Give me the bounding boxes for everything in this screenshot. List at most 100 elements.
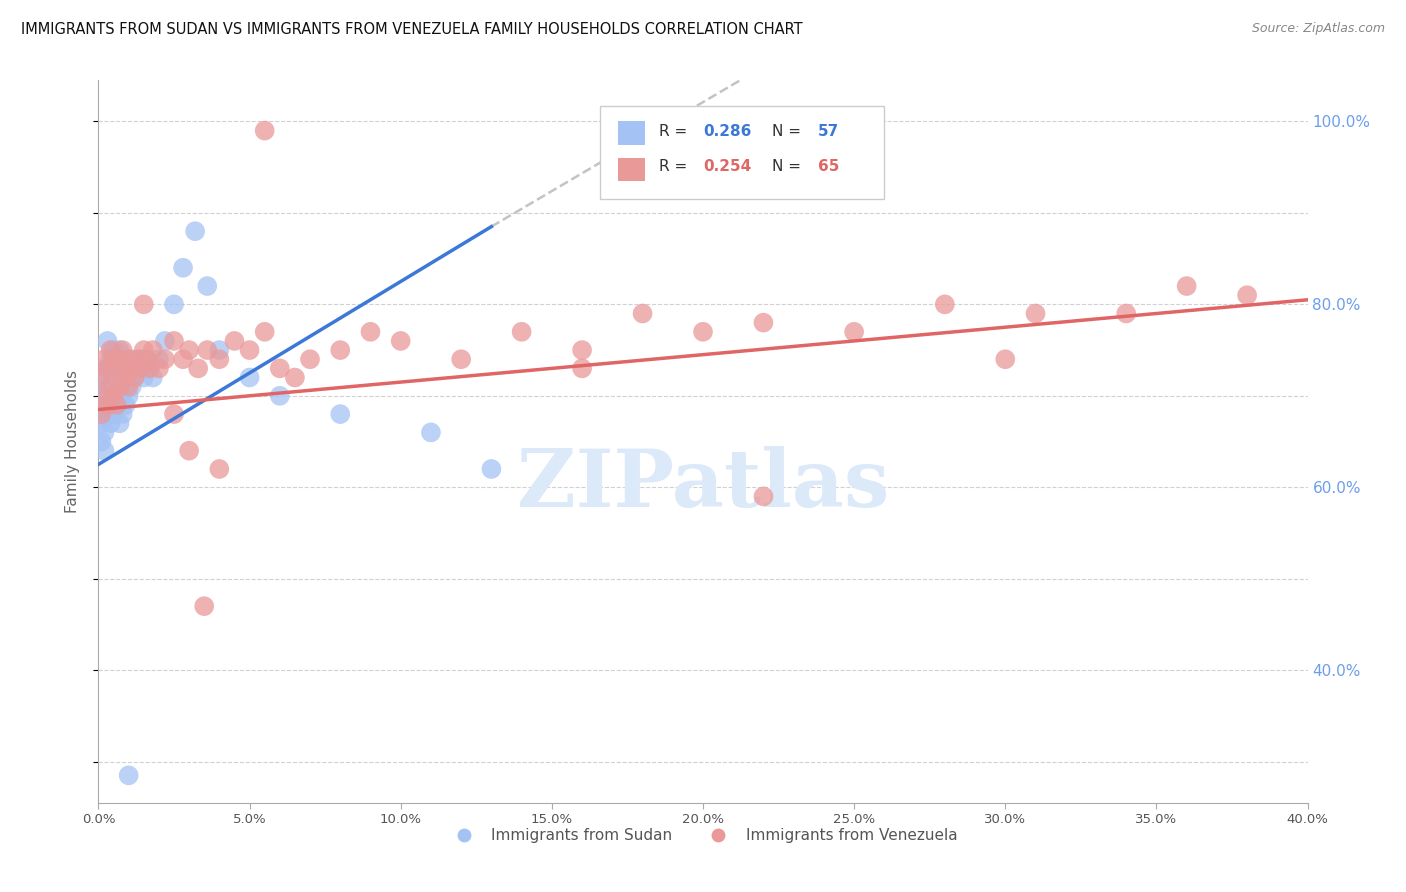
Point <box>179 343 201 357</box>
Point <box>195 279 218 293</box>
Point <box>103 370 125 384</box>
Bar <box>619 121 645 145</box>
Point <box>153 352 176 367</box>
Text: ZIPatlas: ZIPatlas <box>517 446 889 524</box>
Point <box>195 343 218 357</box>
Point <box>389 334 412 348</box>
Point <box>994 352 1017 367</box>
Point <box>148 352 170 367</box>
Point <box>108 343 131 357</box>
Point <box>93 361 115 376</box>
Point <box>118 352 141 367</box>
Point <box>90 370 112 384</box>
Point <box>111 370 134 384</box>
Point <box>100 352 122 367</box>
Point <box>93 425 115 440</box>
Point <box>139 361 162 376</box>
Point <box>208 462 231 476</box>
Point <box>184 224 207 238</box>
Point <box>132 343 155 357</box>
Text: 57: 57 <box>818 124 839 139</box>
Point <box>253 325 276 339</box>
Point <box>142 343 165 357</box>
Point <box>129 361 152 376</box>
Point <box>103 407 125 421</box>
Point <box>111 389 134 403</box>
Point <box>100 379 122 393</box>
Point <box>269 389 291 403</box>
Point <box>269 361 291 376</box>
Point <box>692 325 714 339</box>
Text: Source: ZipAtlas.com: Source: ZipAtlas.com <box>1251 22 1385 36</box>
Text: IMMIGRANTS FROM SUDAN VS IMMIGRANTS FROM VENEZUELA FAMILY HOUSEHOLDS CORRELATION: IMMIGRANTS FROM SUDAN VS IMMIGRANTS FROM… <box>21 22 803 37</box>
Point <box>105 379 128 393</box>
Point <box>111 407 134 421</box>
Point <box>299 352 322 367</box>
Text: R =: R = <box>659 160 693 175</box>
Point <box>111 361 134 376</box>
Point <box>111 343 134 357</box>
Point <box>103 389 125 403</box>
Point <box>105 361 128 376</box>
Point <box>179 443 201 458</box>
Point <box>1175 279 1198 293</box>
Point <box>90 434 112 449</box>
Point <box>132 370 155 384</box>
Point <box>571 343 593 357</box>
Point <box>132 297 155 311</box>
Text: 0.254: 0.254 <box>703 160 751 175</box>
Point <box>844 325 866 339</box>
Point <box>121 361 143 376</box>
Point <box>108 352 131 367</box>
Point <box>163 334 186 348</box>
Point <box>934 297 956 311</box>
Point <box>93 443 115 458</box>
Text: 0.286: 0.286 <box>703 124 751 139</box>
Point <box>224 334 246 348</box>
Point <box>124 370 146 384</box>
Text: R =: R = <box>659 124 693 139</box>
Point <box>129 352 152 367</box>
Y-axis label: Family Households: Family Households <box>65 370 80 513</box>
Point <box>1236 288 1258 302</box>
Point <box>118 389 141 403</box>
Point <box>108 389 131 403</box>
Point <box>148 361 170 376</box>
Point <box>329 343 352 357</box>
Point <box>481 462 503 476</box>
Point <box>114 370 136 384</box>
Text: N =: N = <box>772 124 806 139</box>
Point <box>121 352 143 367</box>
Point <box>135 352 157 367</box>
Point <box>96 389 118 403</box>
Point <box>571 361 593 376</box>
Point <box>114 398 136 412</box>
Point <box>90 416 112 430</box>
Point <box>100 398 122 412</box>
Point <box>450 352 472 367</box>
Point <box>90 370 112 384</box>
Point <box>96 407 118 421</box>
Point <box>752 316 775 330</box>
Point <box>1024 306 1046 320</box>
Point <box>208 352 231 367</box>
Point <box>93 379 115 393</box>
Point <box>100 379 122 393</box>
Point <box>90 389 112 403</box>
Point <box>124 370 146 384</box>
Point <box>360 325 382 339</box>
Point <box>105 352 128 367</box>
Point <box>208 343 231 357</box>
Point <box>193 599 215 614</box>
Point <box>284 370 307 384</box>
Point <box>103 352 125 367</box>
Point <box>108 379 131 393</box>
Point <box>172 260 194 275</box>
Point <box>163 297 186 311</box>
Point <box>420 425 443 440</box>
Point <box>510 325 533 339</box>
Point <box>172 352 194 367</box>
Point <box>118 379 141 393</box>
Legend: Immigrants from Sudan, Immigrants from Venezuela: Immigrants from Sudan, Immigrants from V… <box>443 822 963 849</box>
Point <box>118 361 141 376</box>
